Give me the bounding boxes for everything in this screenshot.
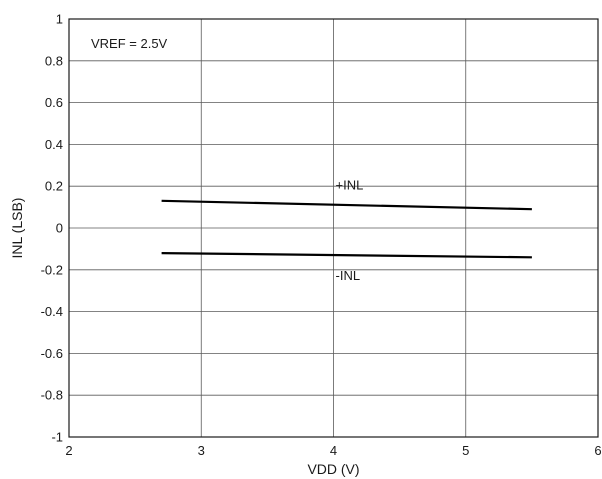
series-label: -INL — [336, 268, 361, 283]
x-tick-label: 3 — [198, 443, 205, 458]
y-axis-label: INL (LSB) — [9, 198, 25, 259]
plot-frame — [68, 18, 599, 438]
annotations: VREF = 2.5V — [91, 36, 168, 51]
series-line — [161, 199, 532, 211]
y-tick-label: 0.4 — [45, 137, 63, 152]
y-tick-label: 0.2 — [45, 179, 63, 194]
series-label: +INL — [336, 178, 364, 193]
y-tick-label: 0.6 — [45, 95, 63, 110]
y-tick-label: -0.2 — [41, 262, 63, 277]
x-tick-label: 2 — [65, 443, 72, 458]
grid — [69, 19, 598, 437]
y-tick-label: -0.4 — [41, 304, 63, 319]
series-line — [161, 252, 532, 259]
series-group: +INL -INL — [161, 178, 532, 283]
tick-labels: 2 3 4 5 6 1 0.8 0.6 0.4 0.2 0 -0.2 -0.4 -0.6 -0.8 -1 — [41, 12, 602, 459]
y-tick-label: -1 — [51, 430, 63, 445]
x-tick-label: 5 — [462, 443, 469, 458]
vref-annotation: VREF = 2.5V — [91, 36, 168, 51]
y-tick-label: 0.8 — [45, 53, 63, 68]
x-axis-label: VDD (V) — [307, 461, 359, 477]
y-tick-label: 1 — [56, 12, 63, 27]
y-tick-label: -0.6 — [41, 346, 63, 361]
x-tick-label: 6 — [594, 443, 601, 458]
x-tick-label: 4 — [330, 443, 337, 458]
y-tick-label: 0 — [56, 221, 63, 236]
y-tick-label: -0.8 — [41, 388, 63, 403]
